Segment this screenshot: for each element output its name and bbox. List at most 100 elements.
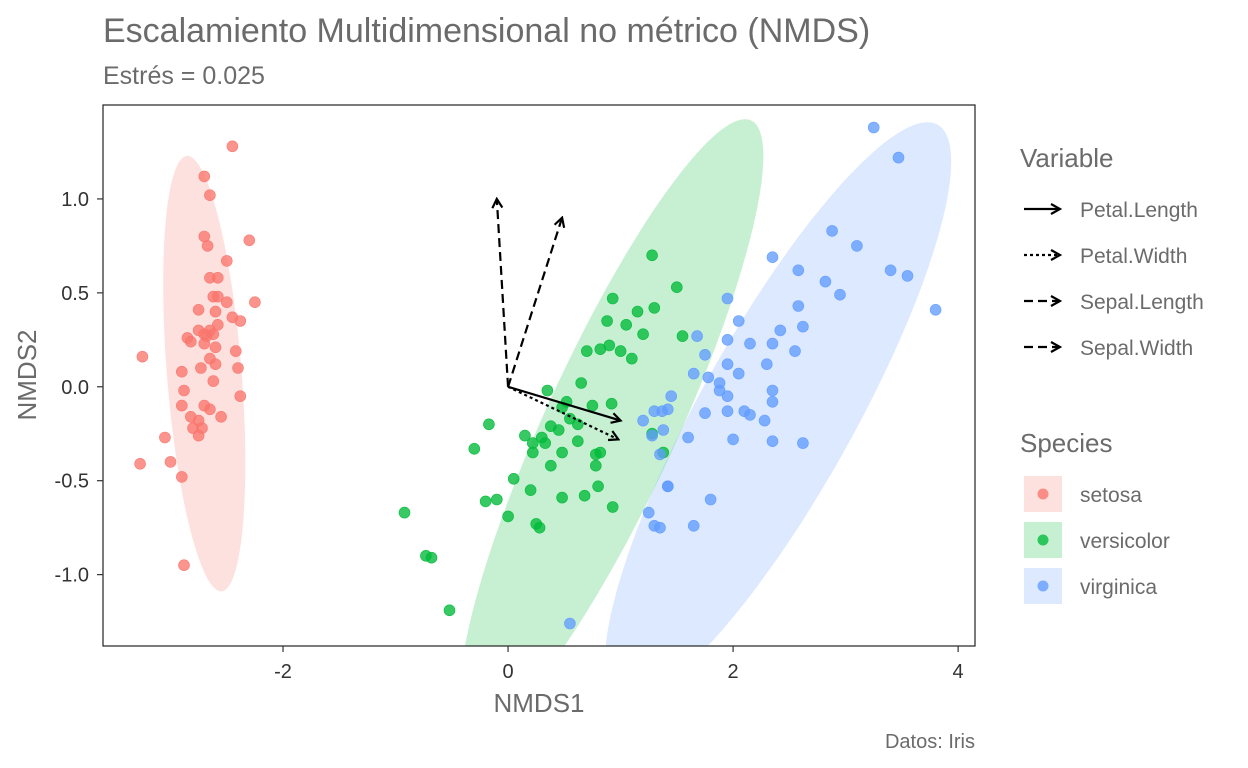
point-versicolor <box>601 315 613 327</box>
point-virginica <box>721 292 734 305</box>
point-setosa <box>159 431 171 444</box>
point-setosa <box>207 328 220 341</box>
confidence-ellipses <box>163 119 952 646</box>
species-legend-dot <box>1037 534 1049 546</box>
ellipse-setosa <box>163 155 246 592</box>
point-setosa <box>176 399 188 412</box>
vector-legend-title: Variable <box>1020 143 1113 173</box>
point-setosa <box>204 403 216 416</box>
x-tick-label: 0 <box>502 661 513 683</box>
point-setosa <box>198 170 211 183</box>
point-virginica <box>721 390 734 403</box>
x-tick-label: 4 <box>953 661 964 683</box>
x-axis-title: NMDS1 <box>493 688 584 718</box>
vector-legend-label: Sepal.Length <box>1080 291 1204 314</box>
vector-legend-label: Sepal.Width <box>1080 337 1193 360</box>
data-points <box>134 121 942 630</box>
point-setosa <box>212 290 224 303</box>
point-versicolor <box>571 435 584 448</box>
point-versicolor <box>594 343 607 356</box>
point-versicolor <box>533 521 546 534</box>
vector-legend-label: Petal.Width <box>1080 245 1187 268</box>
point-setosa <box>176 365 188 378</box>
point-setosa <box>134 457 146 470</box>
point-versicolor <box>519 429 531 442</box>
point-versicolor <box>552 424 565 436</box>
point-virginica <box>721 405 734 418</box>
point-versicolor <box>398 506 411 519</box>
point-virginica <box>774 324 787 337</box>
point-virginica <box>699 348 711 361</box>
point-virginica <box>702 371 715 384</box>
point-setosa <box>201 240 214 252</box>
point-setosa <box>185 335 197 348</box>
point-setosa <box>178 559 190 572</box>
point-setosa <box>226 140 239 153</box>
point-versicolor <box>571 418 584 431</box>
point-virginica <box>826 225 838 237</box>
point-setosa <box>232 362 244 374</box>
point-virginica <box>884 264 897 277</box>
point-virginica <box>721 358 734 371</box>
point-virginica <box>760 358 773 371</box>
point-versicolor <box>637 328 649 341</box>
point-virginica <box>766 395 779 408</box>
point-virginica <box>792 300 805 312</box>
y-tick-label: -1.0 <box>55 565 89 587</box>
point-versicolor <box>502 510 514 523</box>
point-virginica <box>657 424 670 436</box>
point-virginica <box>766 337 779 350</box>
point-versicolor <box>479 495 492 508</box>
point-versicolor <box>443 604 456 617</box>
point-virginica <box>648 405 661 418</box>
vector-sepal-width <box>497 199 510 387</box>
point-setosa <box>221 255 233 267</box>
point-virginica <box>797 320 809 333</box>
point-setosa <box>209 341 222 354</box>
y-tick-label: 0.5 <box>61 283 89 305</box>
point-setosa <box>192 303 205 316</box>
point-virginica <box>929 303 942 316</box>
point-versicolor <box>614 345 627 357</box>
point-virginica <box>819 275 832 288</box>
point-setosa <box>207 375 220 387</box>
point-versicolor <box>606 501 619 513</box>
species-legend-label: versicolor <box>1080 530 1170 553</box>
point-virginica <box>766 384 779 397</box>
point-setosa <box>212 271 224 284</box>
point-virginica <box>687 367 700 380</box>
point-versicolor <box>580 345 593 357</box>
point-versicolor <box>490 493 503 506</box>
chart-subtitle: Estrés = 0.025 <box>103 62 265 90</box>
point-setosa <box>234 315 247 327</box>
point-versicolor <box>575 377 588 389</box>
point-virginica <box>766 435 779 448</box>
point-versicolor <box>676 330 689 342</box>
point-versicolor <box>507 472 520 485</box>
point-versicolor <box>468 442 481 455</box>
point-virginica <box>789 345 801 357</box>
y-tick-label: 0.0 <box>61 377 89 399</box>
species-legend-label: virginica <box>1080 576 1157 599</box>
point-virginica <box>687 519 700 532</box>
point-virginica <box>867 121 880 134</box>
point-versicolor <box>631 305 644 318</box>
point-virginica <box>901 270 914 282</box>
point-versicolor <box>648 302 661 314</box>
x-tick-label: -2 <box>274 661 292 683</box>
ellipse-versicolor <box>464 119 764 646</box>
point-virginica <box>654 448 666 461</box>
point-virginica <box>646 429 658 442</box>
point-virginica <box>732 315 745 327</box>
point-setosa <box>136 350 149 363</box>
point-virginica <box>699 407 711 419</box>
point-virginica <box>834 288 846 301</box>
point-versicolor <box>541 384 554 397</box>
point-setosa <box>198 337 211 350</box>
chart-title: Escalamiento Multidimensional no métrico… <box>103 12 870 50</box>
variable-vectors <box>497 199 621 440</box>
point-virginica <box>682 431 694 444</box>
point-virginica <box>797 437 809 449</box>
point-virginica <box>704 493 717 506</box>
vector-legend: Petal.Length Petal.Width Sepal.Length Sepal… <box>1024 199 1204 360</box>
